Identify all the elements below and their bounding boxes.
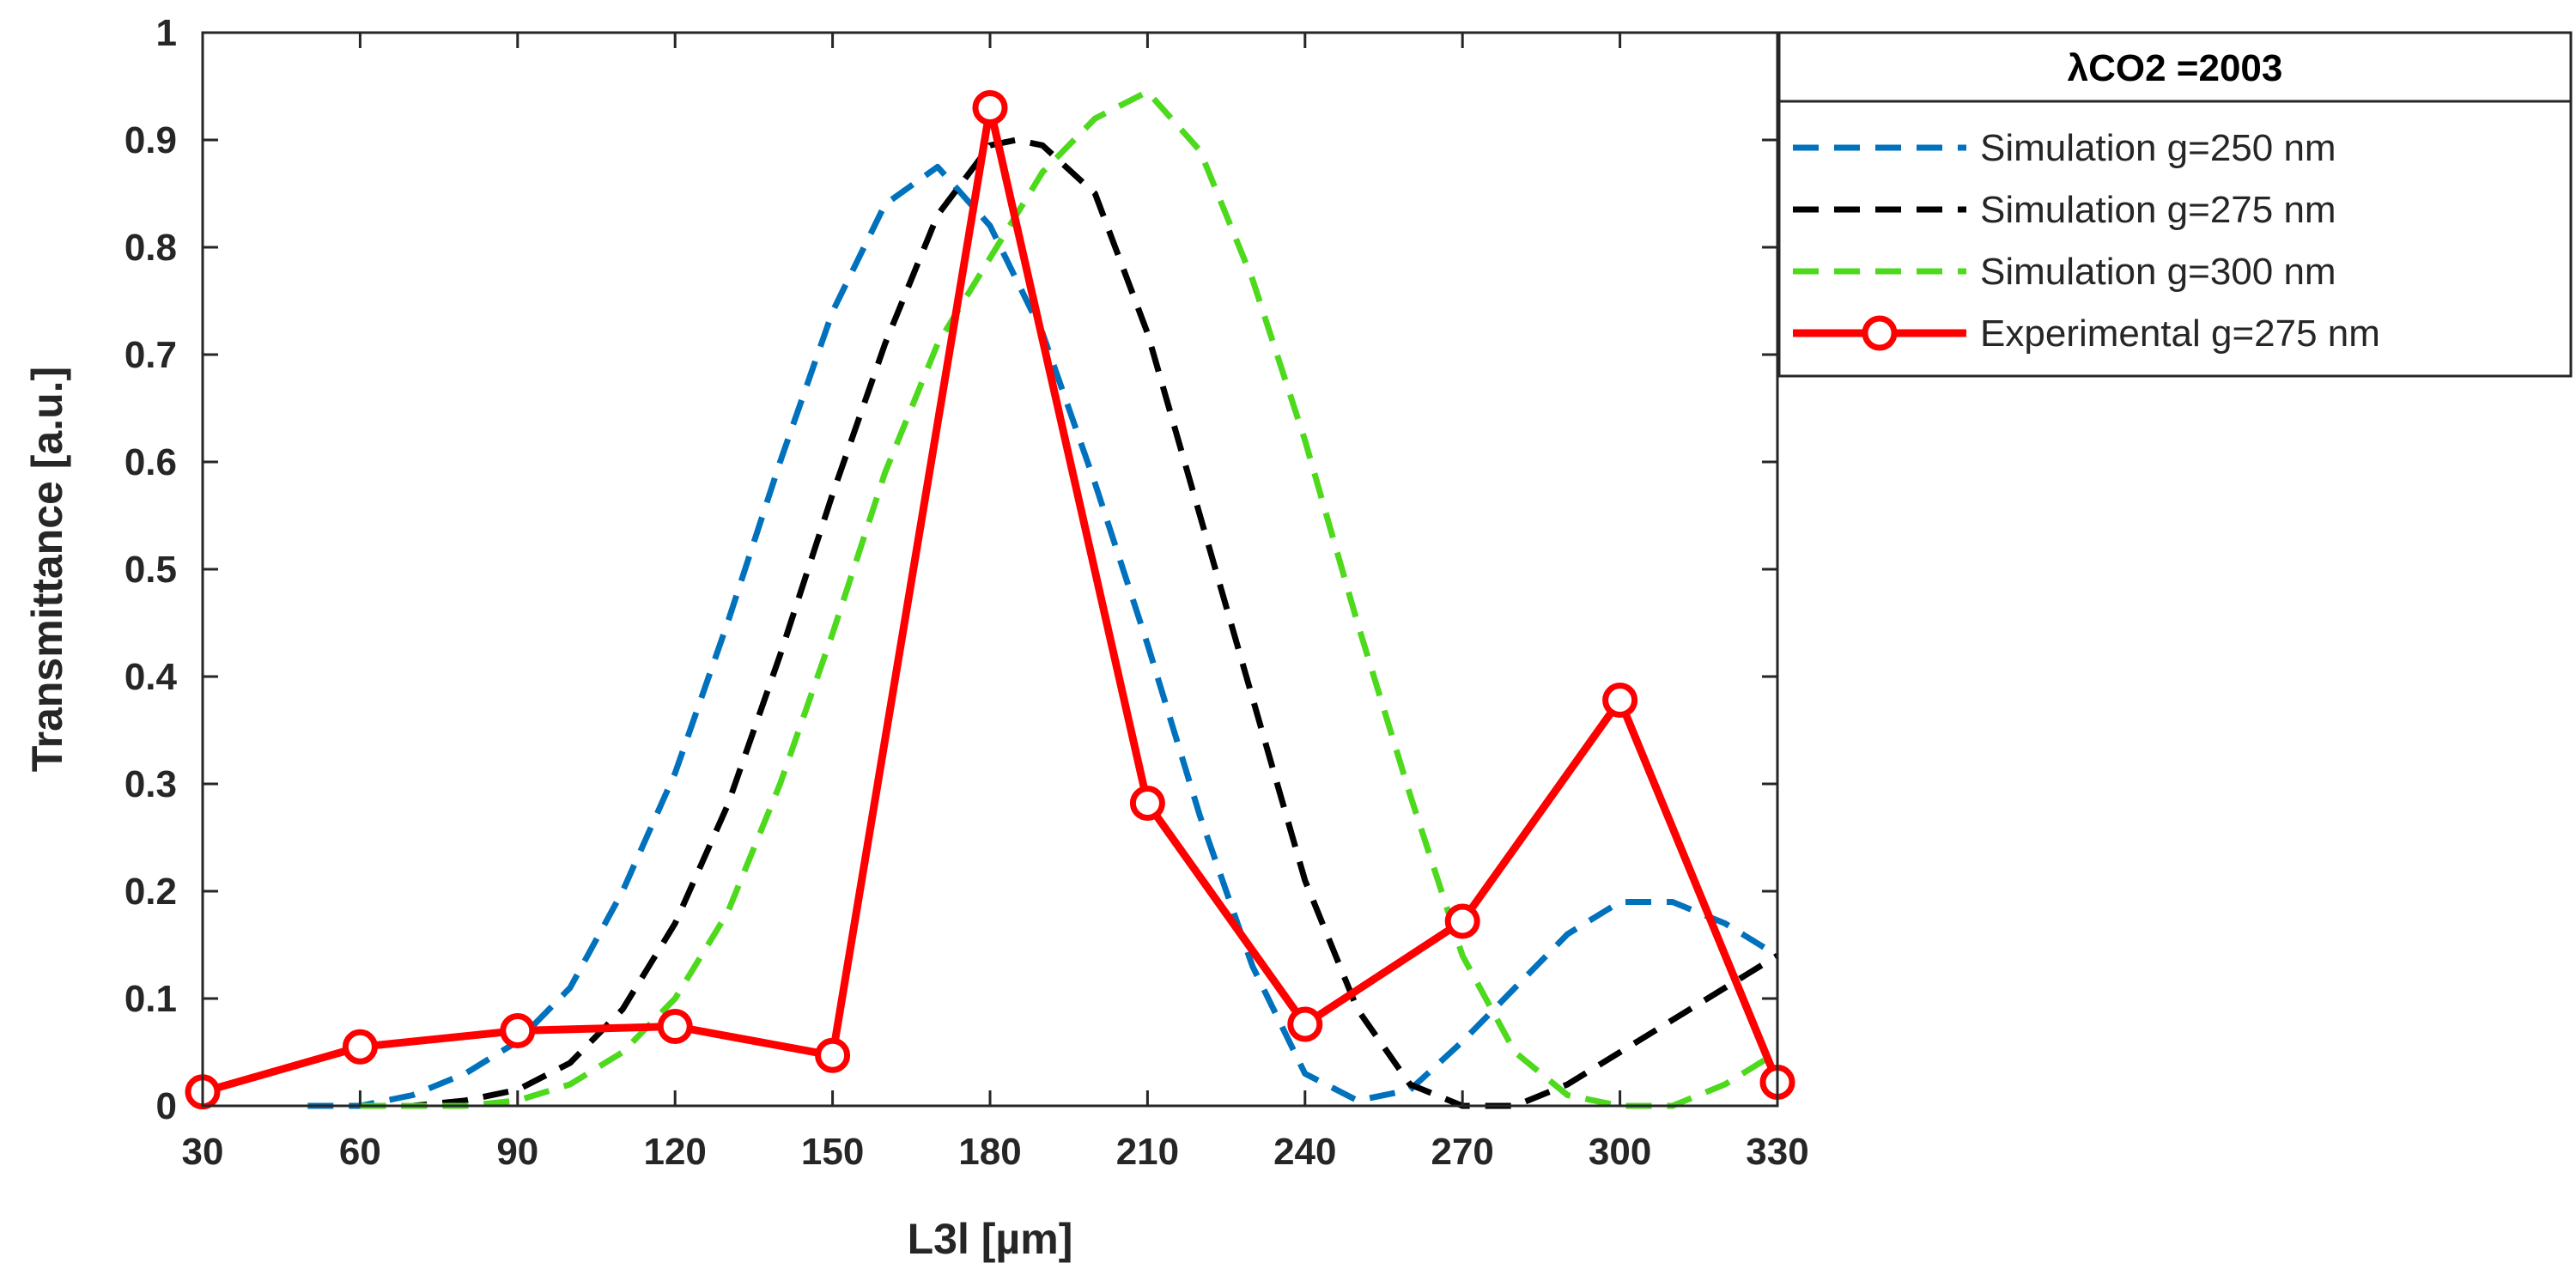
y-axis-label: Transmittance [a.u.] [23,367,71,772]
legend-marker [1862,315,1898,351]
x-tick-label: 330 [1746,1131,1808,1173]
y-tick-label: 0.1 [125,978,177,1020]
y-tick-label: 0.5 [125,549,177,591]
legend-entry-label: Simulation g=250 nm [1980,127,2336,169]
y-tick-label: 0.3 [125,763,177,805]
data-point [972,90,1008,125]
x-tick-label: 150 [801,1131,864,1173]
data-point [815,1037,851,1073]
series-line-3 [360,88,1779,1109]
data-point [1129,786,1165,821]
y-tick-label: 0.6 [125,441,177,483]
legend-title: λCO2 =2003 [2068,47,2283,89]
data-point [657,1009,693,1044]
x-tick-label: 30 [182,1131,224,1173]
y-tick-label: 0.9 [125,119,177,161]
data-point [1287,1006,1323,1042]
x-tick-label: 270 [1431,1131,1493,1173]
x-tick-label: 60 [339,1131,381,1173]
data-point [1602,683,1638,718]
x-tick-label: 180 [958,1131,1021,1173]
x-tick-label: 210 [1116,1131,1179,1173]
data-point [342,1029,378,1065]
data-point [1444,903,1480,939]
legend-frame [1777,31,2573,378]
x-tick-label: 120 [643,1131,706,1173]
x-axis-label: L3l [µm] [908,1215,1073,1263]
y-tick-label: 1 [156,12,177,54]
legend-entry-label: Simulation g=275 nm [1980,189,2336,231]
x-tick-label: 90 [496,1131,538,1173]
data-point [500,1013,536,1048]
y-tick-label: 0.7 [125,334,177,376]
legend: λCO2 =2003 Simulation g=250 nmSimulation… [1777,31,2573,378]
y-tick-label: 0.2 [125,871,177,913]
y-tick-label: 0.4 [125,656,178,698]
x-tick-label: 240 [1273,1131,1336,1173]
legend-entry-label: Experimental g=275 nm [1980,313,2380,355]
legend-entries: Simulation g=250 nm Simulation g=275 nm Si… [1793,127,2380,355]
x-tick-label: 300 [1589,1131,1651,1173]
legend-entry-label: Simulation g=300 nm [1980,251,2336,293]
y-tick-label: 0 [156,1085,177,1127]
ticks-layer: 30 60 90 120 150 180 210 240 270 300 330 0 0.1 0.2 0.3… [125,12,1809,1173]
y-tick-label: 0.8 [125,227,177,269]
